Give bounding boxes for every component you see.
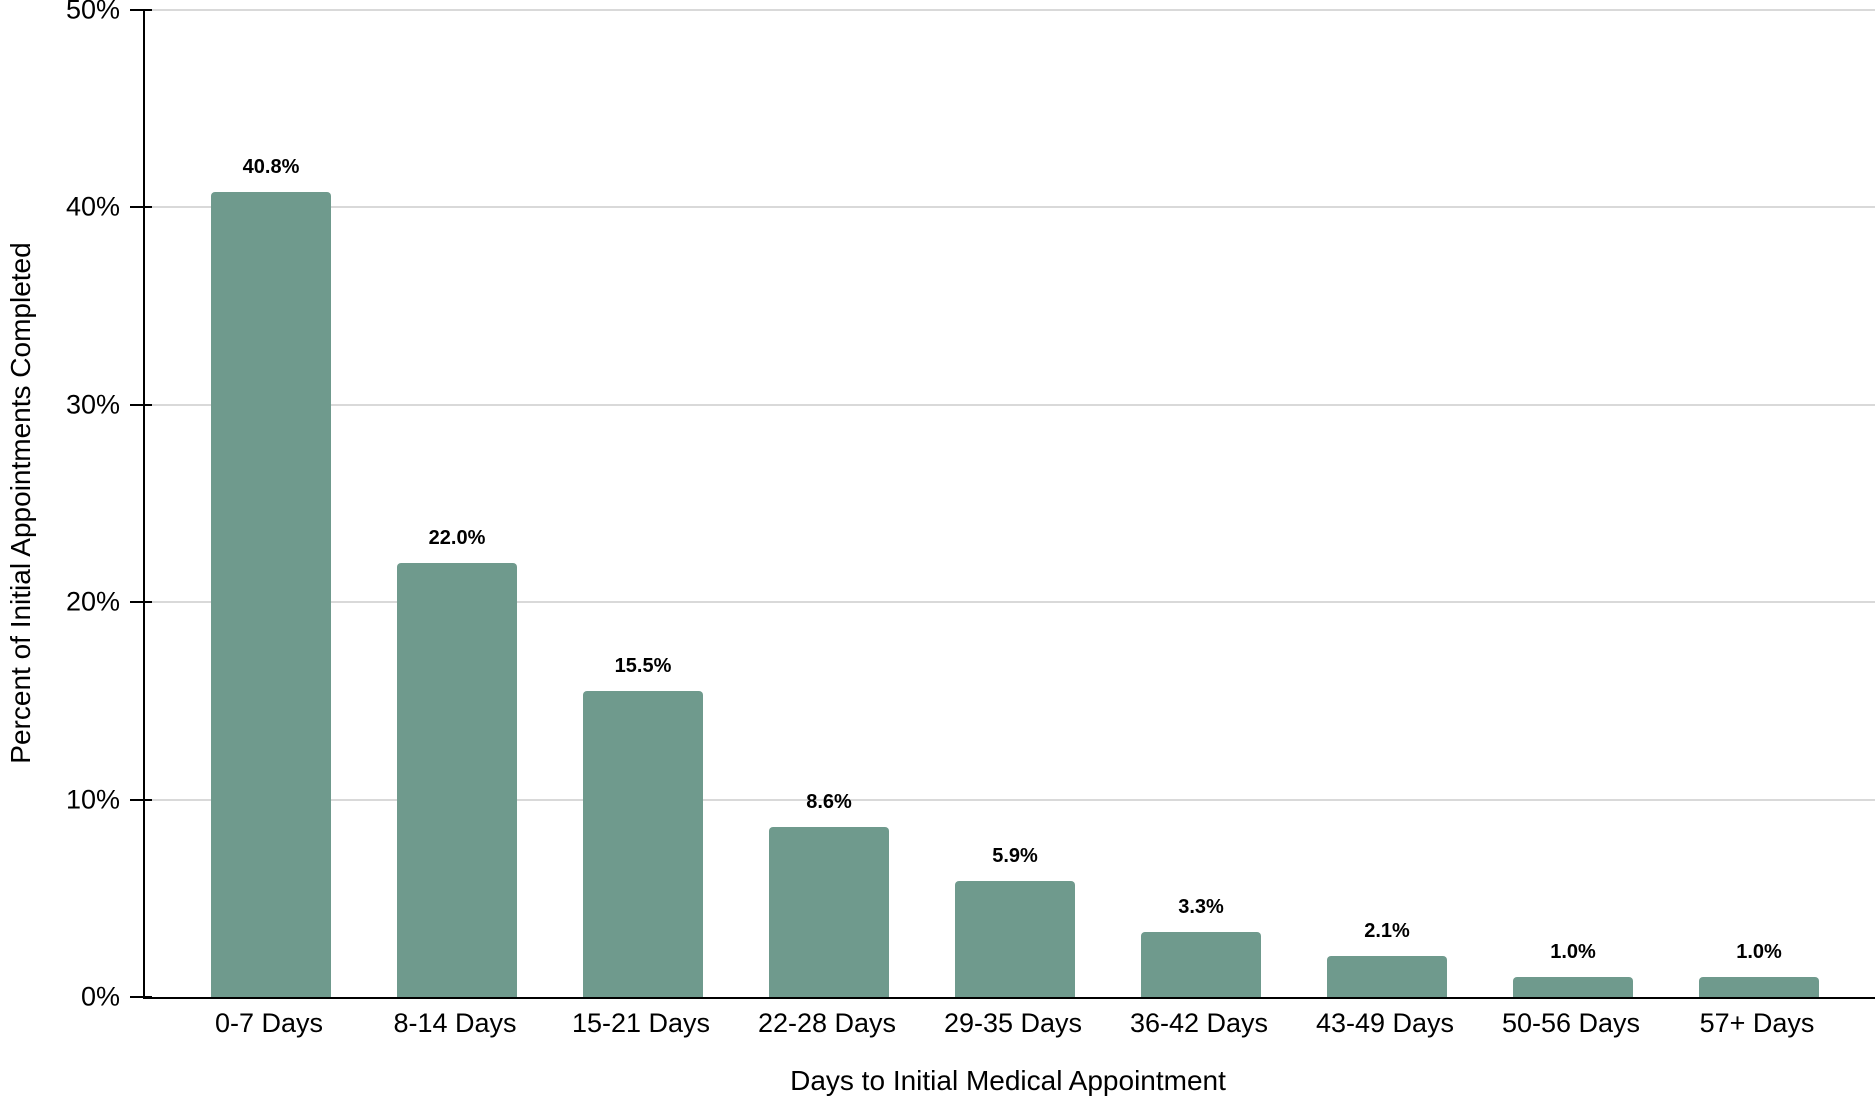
bar: 5.9%: [955, 845, 1075, 997]
bar: 1.0%: [1699, 941, 1819, 997]
bar-value-label: 15.5%: [614, 655, 672, 678]
bar-value-label: 2.1%: [1364, 919, 1410, 942]
x-axis-title: Days to Initial Medical Appointment: [790, 1065, 1226, 1096]
bar: 8.6%: [769, 791, 889, 997]
x-axis-tick-label: 50-56 Days: [1501, 1008, 1641, 1038]
x-axis-tick-labels: 0-7 Days 8-14 Days 15-21 Days 22-28 Days 29-…: [176, 1007, 1850, 1039]
x-axis-tick-label: 57+ Days: [1699, 1008, 1815, 1038]
gridline: [145, 9, 1875, 11]
bar-slot: 2.1%: [1294, 10, 1480, 997]
bar-slot: 1.0%: [1666, 10, 1852, 997]
y-axis-tick-mark: [130, 9, 152, 11]
y-axis-tick-label: 20%: [65, 586, 120, 617]
x-axis-tick-label: 43-49 Days: [1315, 1008, 1455, 1038]
bar-slot: 5.9%: [922, 10, 1108, 997]
bar: 3.3%: [1141, 896, 1261, 997]
gridline: [145, 798, 1875, 801]
bar-value-label: 3.3%: [1178, 895, 1224, 918]
bar-slot: 3.3%: [1108, 10, 1294, 997]
y-axis-tick-mark: [130, 996, 152, 998]
y-axis-tick-label: 50%: [65, 0, 120, 25]
bar: 40.8%: [211, 156, 331, 997]
gridline: [145, 601, 1875, 604]
y-axis-tick-labels: 0% 10% 20% 30% 40% 50%: [0, 0, 120, 1010]
y-axis-tick-mark: [130, 206, 152, 209]
bar-value-label: 1.0%: [1736, 941, 1782, 964]
x-axis-tick-label: 15-21 Days: [571, 1008, 711, 1038]
bar: 2.1%: [1327, 920, 1447, 997]
bar-slot: 15.5%: [550, 10, 736, 997]
bar-value-label: 40.8%: [242, 155, 300, 178]
bars-layer: 40.8% 22.0% 15.5% 8.6% 5.9% 3.3% 2.1% 1.0% 1.0%: [178, 10, 1852, 997]
bar-slot: 1.0%: [1480, 10, 1666, 997]
x-axis-tick-label: 29-35 Days: [943, 1008, 1083, 1038]
gridline: [145, 206, 1875, 209]
bar-slot: 22.0%: [364, 10, 550, 997]
gridline: [145, 403, 1875, 406]
x-axis-tick-label: 0-7 Days: [214, 1008, 324, 1038]
bar: 1.0%: [1513, 941, 1633, 997]
y-axis-tick-label: 40%: [65, 191, 120, 222]
x-axis-tick-label: 36-42 Days: [1129, 1008, 1269, 1038]
x-axis-tick-label: 22-28 Days: [757, 1008, 897, 1038]
bar: 22.0%: [397, 527, 517, 997]
y-axis-tick-label: 0%: [80, 981, 120, 1012]
bar-slot: 8.6%: [736, 10, 922, 997]
bar-value-label: 1.0%: [1550, 941, 1596, 964]
bar-slot: 40.8%: [178, 10, 364, 997]
bar-value-label: 22.0%: [428, 526, 486, 549]
x-axis-tick-label: 8-14 Days: [393, 1008, 517, 1038]
y-axis-tick-mark: [130, 798, 152, 801]
y-axis-tick-label: 30%: [65, 389, 120, 420]
plot-area: 40.8% 22.0% 15.5% 8.6% 5.9% 3.3% 2.1% 1.0% 1.0%: [130, 9, 1875, 999]
y-axis-tick-mark: [130, 601, 152, 604]
bar-value-label: 8.6%: [806, 791, 852, 814]
bar: 15.5%: [583, 655, 703, 997]
y-axis-tick-mark: [130, 403, 152, 406]
bar-value-label: 5.9%: [992, 844, 1038, 867]
y-axis-tick-label: 10%: [65, 784, 120, 815]
